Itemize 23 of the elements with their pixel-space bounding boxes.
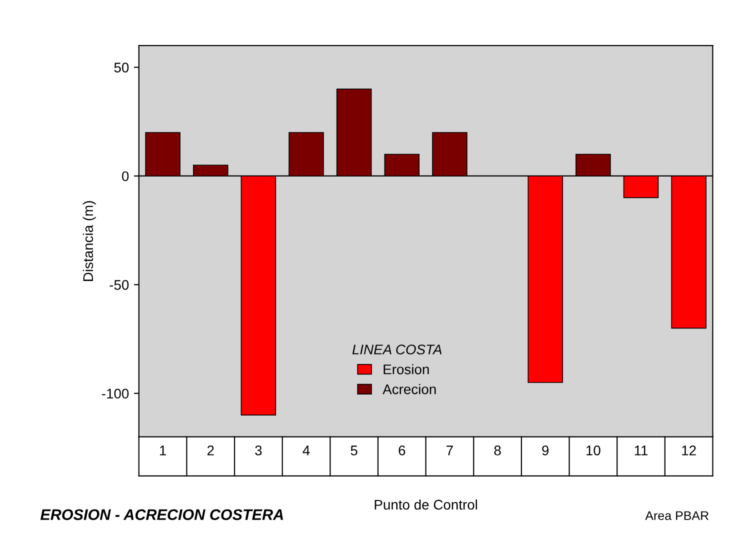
x-tick-label: 4 (302, 446, 310, 456)
x-tick-label: 8 (494, 446, 501, 456)
legend-label: Acrecion (382, 384, 436, 394)
y-tick-label: 50 (114, 62, 129, 72)
x-tick-label: 7 (446, 446, 453, 456)
x-tick-label: 3 (255, 446, 262, 456)
legend-label: Erosion (384, 364, 429, 374)
x-tick-label: 5 (350, 446, 358, 456)
x-tick-label: 9 (542, 446, 549, 456)
text: EROSION - ACRECION COSTERA (40, 509, 283, 520)
legend-title: LINEA COSTA (352, 344, 442, 354)
x-tick-label: 1 (160, 446, 166, 456)
x-axis-title: Punto de Control (374, 499, 477, 510)
x-tick-label: 10 (586, 446, 600, 456)
x-tick-label: 2 (207, 446, 214, 456)
x-tick-label: 6 (398, 446, 406, 456)
x-tick-label: 11 (634, 446, 648, 456)
y-tick-label: -50 (110, 280, 129, 290)
y-axis-title: Distancia (m) (82, 201, 96, 281)
y-tick-label: -100 (102, 388, 129, 399)
x-tick-label: 12 (682, 446, 696, 456)
y-tick-label: 0 (122, 171, 129, 182)
text: Area PBAR (645, 511, 708, 520)
